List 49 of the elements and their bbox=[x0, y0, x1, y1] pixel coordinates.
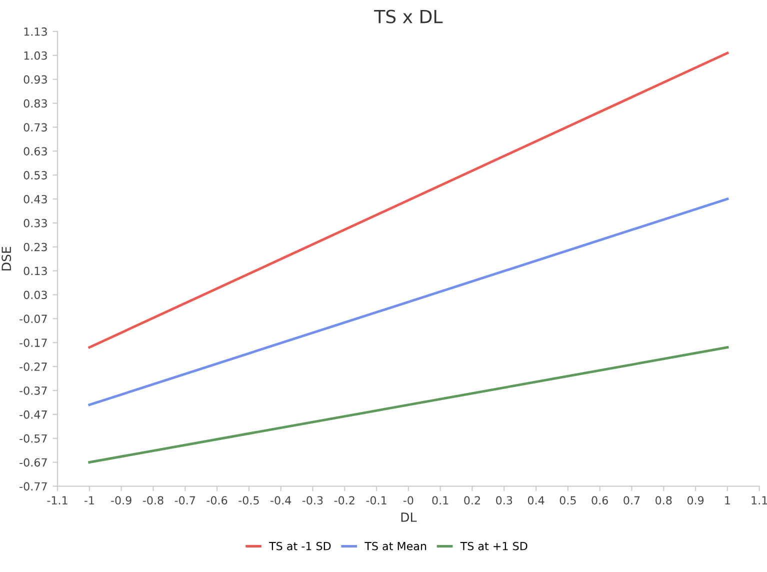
x-tick-label: 1 bbox=[725, 496, 730, 504]
x-tick-label: -0.2 bbox=[334, 496, 354, 505]
x-tick-label: 0.3 bbox=[496, 496, 512, 505]
y-tick-label: -0.57 bbox=[20, 434, 47, 443]
x-tick-label: 0.8 bbox=[656, 496, 672, 505]
x-tick-label: -0 bbox=[403, 496, 414, 505]
x-tick-label: -0.5 bbox=[238, 496, 259, 505]
x-tick-label: 0.6 bbox=[592, 496, 608, 505]
y-tick-label: 1.13 bbox=[24, 27, 47, 36]
y-tick-label: -0.07 bbox=[20, 314, 47, 324]
y-tick-label: -0.37 bbox=[20, 386, 47, 395]
legend-label: TS at Mean bbox=[364, 542, 426, 550]
y-tick-label: 0.33 bbox=[24, 218, 47, 228]
y-tick-label: 0.63 bbox=[24, 147, 47, 156]
y-tick-label: -0.77 bbox=[20, 482, 47, 491]
y-tick-label: 0.73 bbox=[24, 123, 47, 132]
y-tick-label: 0.43 bbox=[24, 194, 47, 204]
y-tick-label: 1.03 bbox=[24, 51, 47, 60]
y-tick-label: -0.27 bbox=[20, 362, 47, 371]
x-tick-label: -0.6 bbox=[206, 496, 228, 505]
legend-label: TS at +1 SD bbox=[460, 542, 528, 550]
x-tick-label: 0.5 bbox=[560, 496, 576, 505]
x-tick-label: 0.2 bbox=[464, 496, 480, 505]
x-tick-label: -0.9 bbox=[111, 496, 132, 505]
y-tick-label: -0.17 bbox=[20, 338, 47, 347]
y-tick-label: -0.47 bbox=[20, 410, 47, 419]
y-tick-label: 0.53 bbox=[24, 171, 47, 180]
x-tick-label: -1 bbox=[84, 496, 94, 504]
x-tick-label: 0.9 bbox=[687, 496, 704, 505]
chart-title: TS x DL bbox=[374, 10, 443, 24]
y-tick-label: 0.93 bbox=[24, 75, 47, 84]
y-tick-label: 0.03 bbox=[24, 290, 47, 300]
x-tick-label: 1.1 bbox=[752, 496, 767, 504]
x-tick-label: -0.1 bbox=[366, 496, 386, 505]
x-tick-label: -0.7 bbox=[174, 496, 196, 505]
x-tick-label: -0.4 bbox=[270, 496, 292, 505]
x-tick-label: 0.1 bbox=[432, 496, 448, 505]
x-tick-label: 0.7 bbox=[624, 496, 640, 505]
x-axis-title: DL bbox=[401, 512, 417, 522]
x-tick-label: 0.4 bbox=[528, 496, 544, 505]
x-tick-label: -1.1 bbox=[47, 496, 68, 504]
y-tick-label: 0.13 bbox=[24, 266, 47, 276]
y-tick-label: -0.67 bbox=[20, 458, 47, 467]
x-tick-label: -0.8 bbox=[142, 496, 164, 505]
y-tick-label: 0.83 bbox=[24, 99, 47, 108]
legend-label: TS at -1 SD bbox=[269, 542, 331, 550]
y-tick-label: 0.23 bbox=[24, 242, 47, 252]
y-axis-title: DSE bbox=[2, 246, 12, 270]
x-tick-label: -0.3 bbox=[302, 496, 323, 505]
